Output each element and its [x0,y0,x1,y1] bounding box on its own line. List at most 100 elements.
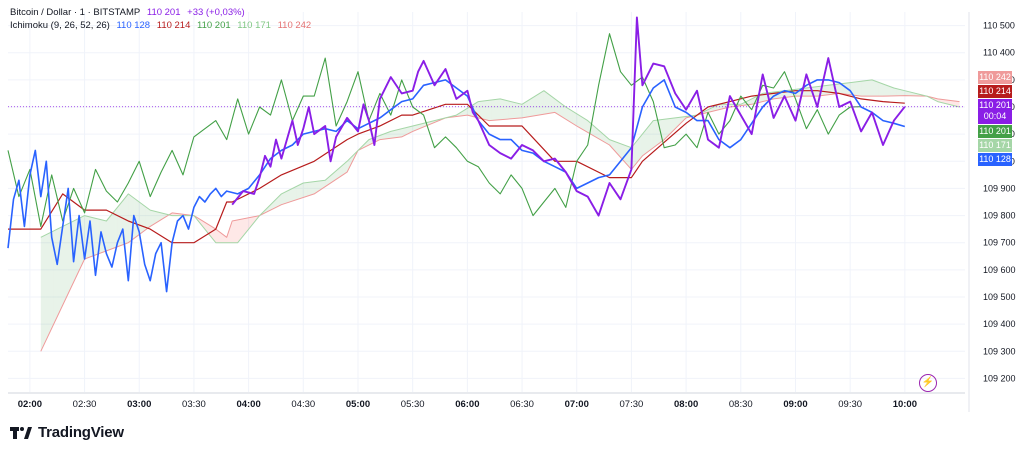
cloud-segment [305,182,308,197]
x-tick-label: 08:30 [729,399,753,410]
cloud-segment [152,210,155,226]
cloud-segment [904,90,908,96]
cloud-segment [681,116,684,123]
cloud-segment [497,98,501,120]
cloud-segment [235,219,238,243]
cloud-segment [837,83,840,94]
cloud-segment [268,204,271,212]
y-tick-label: 109 200 [983,373,1016,383]
lagging-value: 110 201 [197,20,231,31]
cloud-segment [491,99,494,121]
cloud-segment [222,234,225,243]
cloud-segment [123,196,127,245]
cloud-segment [115,207,118,248]
cloud-segment [675,117,678,129]
cloud-segment [42,235,46,347]
cloud-segment [220,232,223,243]
cloud-segment [620,143,623,160]
cloud-segment [893,88,897,96]
cloud-segment [414,124,418,131]
cloud-segment [347,159,350,173]
cloud-segment [303,182,306,198]
cloud-segment [338,166,341,178]
cloud-segment [592,124,595,137]
cloud-segment [552,97,555,113]
cloud-segment [804,88,807,97]
price-tag: 110 214 [978,85,1012,98]
y-tick-label: 109 700 [983,238,1016,248]
cloud-segment [880,83,883,97]
x-tick-label: 10:00 [893,399,917,410]
cloud-segment [637,136,641,162]
cloud-segment [213,227,216,243]
cloud-segment [106,218,109,251]
series-line-conversion [7,79,906,293]
cloud-segment [898,89,901,96]
cloud-segment [847,82,851,95]
cloud-segment [128,193,131,243]
cloud-segment [891,87,894,96]
lightning-icon[interactable]: ⚡ [919,374,937,392]
cloud-segment [760,93,763,103]
cloud-segment [410,126,413,133]
cloud-segment [384,133,387,140]
cloud-segment [217,230,221,243]
cloud-segment [878,82,881,97]
cloud-segment [640,134,643,159]
cloud-segment [231,220,234,243]
cloud-segment [287,189,291,203]
symbol-label[interactable]: Bitcoin / Dollar · 1 · BITSTAMP [10,7,141,18]
cloud-segment [576,113,579,128]
cloud-segment [64,224,68,301]
cloud-segment [644,128,647,155]
cloud-segment [211,226,214,240]
cloud-segment [627,146,630,167]
series-line-span-b [40,92,960,352]
cloud-segment [141,203,144,233]
cloud-segment [524,101,527,118]
cloud-segment [246,217,249,232]
tradingview-logo[interactable]: TradingView [10,424,124,441]
y-tick-label: 109 600 [983,265,1016,275]
cloud-segment [349,156,352,168]
x-tick-label: 08:00 [674,399,698,410]
cloud-segment [839,83,842,94]
cloud-segment [467,107,470,116]
cloud-segment [312,181,315,195]
price-tag-countdown: 00:04 [983,111,1007,121]
cloud-segment [907,91,910,96]
cloud-segment [511,101,514,119]
cloud-segment [465,108,468,116]
cloud-segment [528,98,531,117]
cloud-segment [489,99,492,121]
x-tick-label: 09:00 [783,399,807,410]
cloud-segment [863,80,866,97]
cloud-segment [379,134,383,140]
cloud-segment [902,90,905,96]
cloud-segment [331,172,334,183]
cloud-segment [952,100,956,106]
conversion-value: 110 128 [116,20,151,31]
chart-legend: Bitcoin / Dollar · 1 · BITSTAMP 110 201 … [10,6,315,32]
cloud-segment [806,87,809,97]
cloud-segment [508,101,512,119]
cloud-segment [900,89,903,96]
price-change: +33 (+0,03%) [187,7,245,18]
x-tick-label: 04:30 [291,399,315,410]
cloud-segment [896,88,899,96]
cloud-segment [572,111,575,125]
indicator-label[interactable]: Ichimoku (9, 26, 52, 26) [10,20,110,31]
cloud-segment [329,174,332,184]
cloud-segment [161,212,164,220]
cloud-segment [156,211,159,223]
cloud-segment [557,100,560,116]
x-tick-label: 07:00 [565,399,589,410]
cloud-segment [550,95,553,114]
cloud-segment [876,81,879,97]
span-a-value: 110 171 [237,20,271,31]
cloud-segment [51,230,54,329]
cloud-segment [242,218,245,238]
cloud-segment [154,211,157,224]
price-tag: 110 128 [978,153,1012,166]
